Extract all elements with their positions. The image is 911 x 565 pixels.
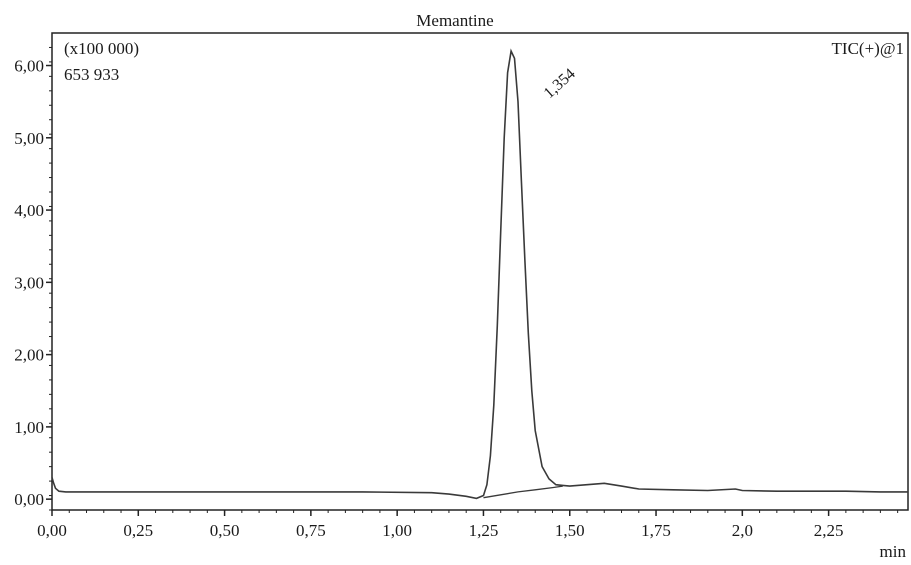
y-tick-label: 6,00 bbox=[14, 57, 44, 76]
x-tick-label: 0,25 bbox=[123, 521, 153, 540]
trace-label: TIC(+)@1 bbox=[832, 39, 904, 58]
tic-trace-line bbox=[51, 48, 908, 500]
scale-note: (x100 000) bbox=[64, 39, 139, 58]
y-axis: 0,00 1,00 2,00 3,00 4,00 5,00 6,00 bbox=[14, 46, 52, 511]
x-tick-label: 2,0 bbox=[732, 521, 753, 540]
y-tick-label: 0,00 bbox=[14, 490, 44, 509]
integration-baseline bbox=[483, 485, 563, 499]
y-tick-label: 3,00 bbox=[14, 273, 44, 292]
x-tick-label: 1,25 bbox=[469, 521, 499, 540]
plot-frame bbox=[51, 32, 909, 511]
max-intensity-label: 653 933 bbox=[64, 65, 119, 84]
y-tick-label: 1,00 bbox=[14, 418, 44, 437]
y-tick-label: 2,00 bbox=[14, 346, 44, 365]
x-tick-label: 0,75 bbox=[296, 521, 326, 540]
x-tick-label: 0,00 bbox=[37, 521, 67, 540]
peak-retention-time-label: 1,354 bbox=[541, 65, 579, 102]
x-tick-label: 0,50 bbox=[210, 521, 240, 540]
x-axis: 0,00 0,25 0,50 0,75 1,00 1,25 1,50 1,75 2,0 2,25 bbox=[37, 510, 899, 540]
x-tick-label: 2,25 bbox=[814, 521, 844, 540]
y-tick-label: 5,00 bbox=[14, 129, 44, 148]
chart-title: Memantine bbox=[416, 11, 493, 30]
y-tick-label: 4,00 bbox=[14, 201, 44, 220]
x-tick-label: 1,50 bbox=[555, 521, 585, 540]
x-axis-unit-label: min bbox=[880, 542, 907, 561]
x-tick-label: 1,00 bbox=[382, 521, 412, 540]
x-tick-label: 1,75 bbox=[641, 521, 671, 540]
